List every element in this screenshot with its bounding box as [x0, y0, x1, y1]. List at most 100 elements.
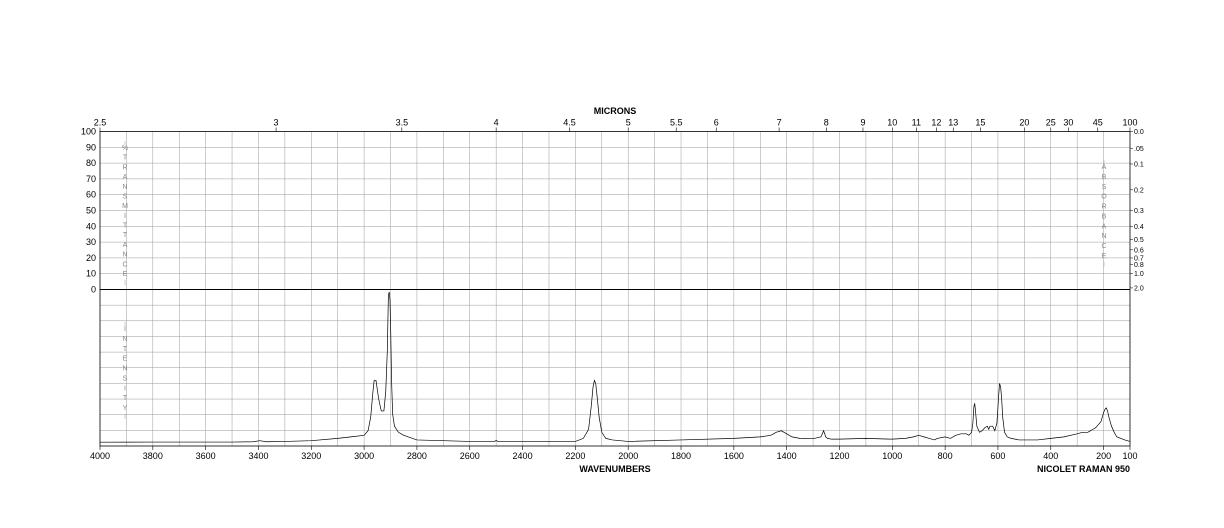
x-tick-label: 100 [1122, 451, 1137, 461]
y-tick-label: 70 [86, 174, 96, 184]
y-tick-label: 30 [86, 237, 96, 247]
y-tick-label: 10 [86, 269, 96, 279]
side-label-letter: A [123, 174, 128, 181]
y-tick-label: 40 [86, 221, 96, 231]
absorbance-tick-label: 2.0 [1134, 285, 1144, 292]
absorbance-tick-label: 0.1 [1134, 161, 1144, 168]
side-label-letter: C [122, 261, 127, 268]
micron-tick-label: 11 [912, 118, 921, 128]
micron-tick-label: 7 [777, 118, 782, 128]
wavenumber-tick-labels: 4000 3800 3600 3400 3200 3000 2800 2600 2400 2200… [90, 446, 1138, 461]
absorbance-tick-label: 0.2 [1134, 187, 1144, 194]
x-tick-label: 1000 [882, 451, 902, 461]
micron-tick-label: 2.5 [94, 118, 107, 128]
side-label-letter: T [123, 223, 128, 230]
side-label-letter: T [123, 232, 128, 239]
y-tick-label: 20 [86, 253, 96, 263]
plot-frame [99, 131, 1131, 447]
side-label-letter: N [1101, 233, 1106, 240]
side-label-letter: N [122, 252, 127, 259]
absorbance-tick-label: 0.5 [1134, 237, 1144, 244]
y-tick-label: 60 [86, 190, 96, 200]
micron-tick-label: 15 [975, 118, 985, 128]
side-label-letter: T [123, 395, 128, 402]
x-tick-label: 200 [1096, 451, 1111, 461]
absorbance-tick-label: 0.7 [1134, 255, 1144, 262]
side-label-letter: A [123, 242, 128, 249]
absorbance-tick-label: 0.8 [1134, 262, 1144, 269]
micron-tick-label: 3.5 [396, 118, 409, 128]
x-tick-label: 2000 [618, 451, 638, 461]
side-label-letter: A [1102, 164, 1107, 171]
side-label-letter: R [122, 164, 127, 171]
micron-tick-label: 5.5 [670, 118, 683, 128]
x-tick-label: 3800 [143, 451, 163, 461]
side-label-letter: N [122, 336, 127, 343]
side-label-letter: N [122, 184, 127, 191]
side-label-letter: Y [123, 405, 128, 412]
micron-tick-label: 6 [714, 118, 719, 128]
absorbance-tick-labels: 0.0 .05 0.1 0.2 0.3 0.4 0.5 0.60.70.8 1.0 2.0 [1130, 129, 1144, 292]
side-label-letter: E [1102, 253, 1107, 260]
x-tick-label: 1600 [724, 451, 744, 461]
micron-tick-label: 10 [887, 118, 897, 128]
side-label-letter: E [123, 356, 128, 363]
side-label-letter: A [1102, 223, 1107, 230]
side-label-letter: T [123, 155, 128, 162]
absorbance-tick-label: .05 [1134, 146, 1144, 153]
micron-tick-labels: 2.5 3 3.5 4 4.5 5 5.5 6 7 8 9 10 11 12 13 15 20 25 30 45 100 [94, 118, 1138, 132]
side-label-letter: I [124, 326, 126, 333]
x-tick-label: 2200 [565, 451, 585, 461]
micron-tick-label: 12 [931, 118, 941, 128]
absorbance-tick-label: 0.4 [1134, 224, 1144, 231]
x-tick-label: 3600 [196, 451, 216, 461]
side-label-letter: O [1101, 194, 1107, 201]
side-label-letter: I [124, 385, 126, 392]
x-tick-label: 2800 [407, 451, 427, 461]
x-tick-label: 3200 [301, 451, 321, 461]
x-tick-label: 400 [1043, 451, 1058, 461]
side-label-letter: B [1102, 174, 1107, 181]
micron-tick-label: 4.5 [563, 118, 576, 128]
absorbance-tick-label: 0.6 [1134, 247, 1144, 254]
x-tick-label: 4000 [90, 451, 110, 461]
y-tick-label: 100 [81, 127, 96, 137]
micron-tick-label: 20 [1019, 118, 1029, 128]
y-tick-label: 90 [86, 142, 96, 152]
y-tick-label: 80 [86, 158, 96, 168]
micron-tick-label: 3 [274, 118, 279, 128]
x-tick-label: 800 [938, 451, 953, 461]
micron-tick-label: 9 [860, 118, 865, 128]
absorbance-tick-label: 0.0 [1134, 129, 1144, 136]
side-label-letter: E [123, 271, 128, 278]
spectrum-line [99, 291, 1131, 443]
side-label-letter: R [1101, 204, 1106, 211]
side-label-letter: I [124, 213, 126, 220]
side-label-letter: N [122, 366, 127, 373]
side-label-letter: T [123, 346, 128, 353]
x-tick-label: 1200 [829, 451, 849, 461]
y-tick-label: 50 [86, 206, 96, 216]
grid-lines [100, 131, 1130, 446]
instrument-label: NICOLET RAMAN 950 [1037, 464, 1130, 474]
x-tick-label: 1800 [671, 451, 691, 461]
micron-tick-label: 25 [1046, 118, 1056, 128]
side-label-letter: C [1101, 243, 1106, 250]
micron-tick-label: 100 [1122, 118, 1137, 128]
side-label-letter: B [1102, 213, 1107, 220]
x-tick-label: 3400 [248, 451, 268, 461]
x-tick-label: 3000 [354, 451, 374, 461]
micron-tick-label: 45 [1093, 118, 1103, 128]
x-tick-label: 600 [990, 451, 1005, 461]
y-tick-label: 0 [91, 285, 96, 295]
micron-tick-label: 13 [948, 118, 958, 128]
micron-tick-label: 5 [626, 118, 631, 128]
x-tick-label: 2400 [513, 451, 533, 461]
top-axis-title: MICRONS [594, 106, 637, 116]
x-axis-title: WAVENUMBERS [579, 464, 650, 474]
absorbance-tick-label: 1.0 [1134, 271, 1144, 278]
x-tick-label: 2600 [460, 451, 480, 461]
